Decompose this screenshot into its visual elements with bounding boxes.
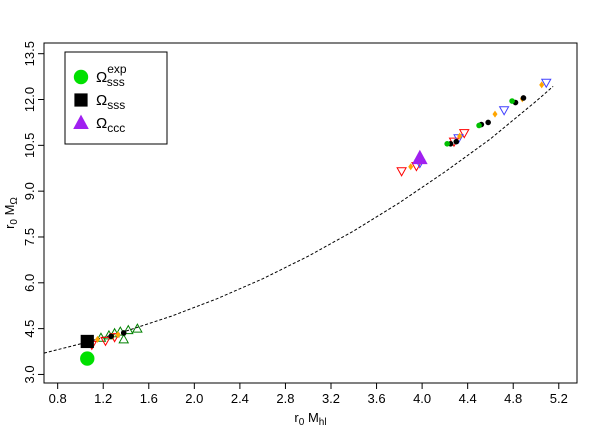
data-point — [100, 336, 111, 347]
legend-label: Ωexp sss — [96, 62, 127, 89]
x-tick-label: 3.2 — [322, 391, 340, 406]
x-tick-label: 1.6 — [140, 391, 158, 406]
y-tick-label: 12.0 — [22, 87, 37, 112]
data-point — [95, 335, 101, 343]
legend-symbol — [73, 114, 89, 129]
x-tick-label: 1.2 — [94, 391, 112, 406]
legend-symbol — [74, 93, 88, 107]
x-axis: 0.8 1.2 1.6 2.0 2.4 2.8 3.2 3.6 4.0 4.4 4.8 5.2 — [49, 383, 568, 406]
x-tick-label: 4.8 — [504, 391, 522, 406]
data-point — [80, 351, 95, 366]
data-point — [122, 324, 134, 335]
data-point — [540, 78, 552, 89]
y-tick-label: 3.0 — [22, 365, 37, 383]
data-points-layer — [80, 78, 552, 366]
x-tick-label: 3.6 — [368, 391, 386, 406]
data-point — [80, 334, 94, 349]
x-tick-label: 2.8 — [276, 391, 294, 406]
data-point — [444, 141, 450, 147]
x-tick-label: 4.0 — [413, 391, 431, 406]
plot-frame — [43, 42, 578, 384]
data-point — [458, 129, 470, 139]
x-tick-label: 0.8 — [49, 391, 67, 406]
data-point — [108, 333, 114, 340]
y-tick-label: 9.0 — [22, 182, 37, 200]
legend-label: Ωccc — [96, 115, 125, 135]
legend-symbol — [73, 69, 89, 85]
y-axis-title: r0 MΩ — [2, 197, 20, 229]
data-point — [457, 132, 463, 140]
data-point — [412, 149, 428, 165]
y-tick-label: 7.5 — [22, 228, 37, 246]
x-tick-label: 2.0 — [185, 391, 203, 406]
y-tick-label: 4.5 — [22, 320, 37, 338]
legend: Ωexp sss Ωsss Ωccc — [64, 51, 168, 145]
fit-curve-line — [43, 86, 554, 354]
data-point — [509, 98, 515, 104]
data-point — [485, 119, 491, 126]
y-tick-label: 13.5 — [22, 41, 37, 66]
data-point — [492, 110, 498, 118]
data-point — [453, 138, 460, 145]
y-axis: 3.0 4.5 6.0 7.5 9.0 10.5 12.0 13.5 — [22, 41, 44, 383]
data-point — [539, 81, 545, 89]
data-point — [115, 331, 121, 339]
data-point — [396, 167, 407, 177]
x-tick-label: 2.4 — [231, 391, 249, 406]
data-point — [132, 323, 143, 333]
y-tick-label: 6.0 — [22, 274, 37, 292]
legend-label: Ωsss — [96, 92, 125, 112]
data-point — [498, 106, 510, 116]
data-point — [118, 333, 130, 344]
data-point — [120, 330, 127, 336]
fit-curve-layer — [43, 86, 554, 354]
x-tick-label: 4.4 — [459, 391, 477, 406]
data-point — [408, 163, 414, 171]
data-point — [476, 122, 482, 129]
x-tick-label: 5.2 — [550, 391, 568, 406]
x-axis-title: r0 Mhl — [294, 410, 326, 428]
y-tick-label: 10.5 — [22, 133, 37, 158]
data-point — [520, 95, 527, 101]
